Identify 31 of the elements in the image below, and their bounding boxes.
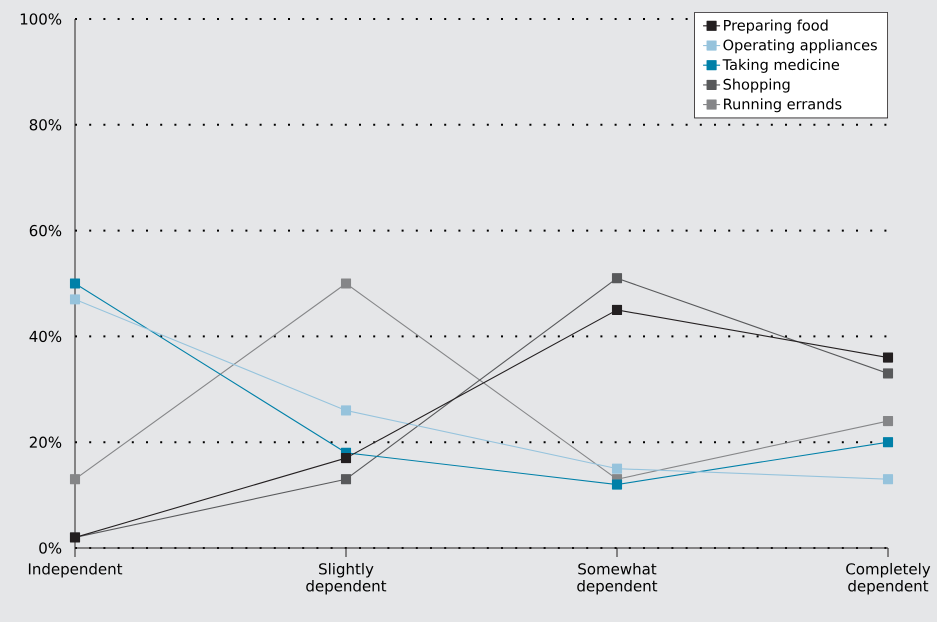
y-tick-label: 100% xyxy=(20,13,62,25)
legend-label: Taking medicine xyxy=(722,58,840,73)
legend-label: Running errands xyxy=(724,98,842,112)
x-tick-label: Completely dependent xyxy=(846,562,930,594)
legend-label: Operating appliances xyxy=(723,39,877,54)
point xyxy=(612,464,622,474)
point xyxy=(340,474,352,484)
point xyxy=(612,479,622,490)
point xyxy=(882,368,894,378)
y-tick-label: 80% xyxy=(30,119,62,130)
point xyxy=(70,278,80,289)
point xyxy=(70,294,80,304)
point xyxy=(882,416,894,426)
point xyxy=(340,405,352,416)
point xyxy=(612,273,622,284)
point xyxy=(70,474,80,484)
point xyxy=(340,453,352,464)
x-tick-label: Independent xyxy=(28,562,122,578)
y-tick-label: 60% xyxy=(30,224,62,236)
point xyxy=(340,278,352,289)
y-tick-label: 40% xyxy=(29,330,62,342)
point xyxy=(612,304,622,315)
legend-label: Shopping xyxy=(724,78,790,93)
x-tick-label: Somewhat dependent xyxy=(577,562,658,594)
point xyxy=(882,352,894,363)
y-tick-label: 0% xyxy=(39,542,62,554)
y-tick-label: 20% xyxy=(30,436,62,448)
legend-label: Preparing food xyxy=(724,20,828,34)
point xyxy=(882,474,894,484)
point xyxy=(882,437,894,448)
x-tick-label: Slightly dependent xyxy=(306,562,386,594)
